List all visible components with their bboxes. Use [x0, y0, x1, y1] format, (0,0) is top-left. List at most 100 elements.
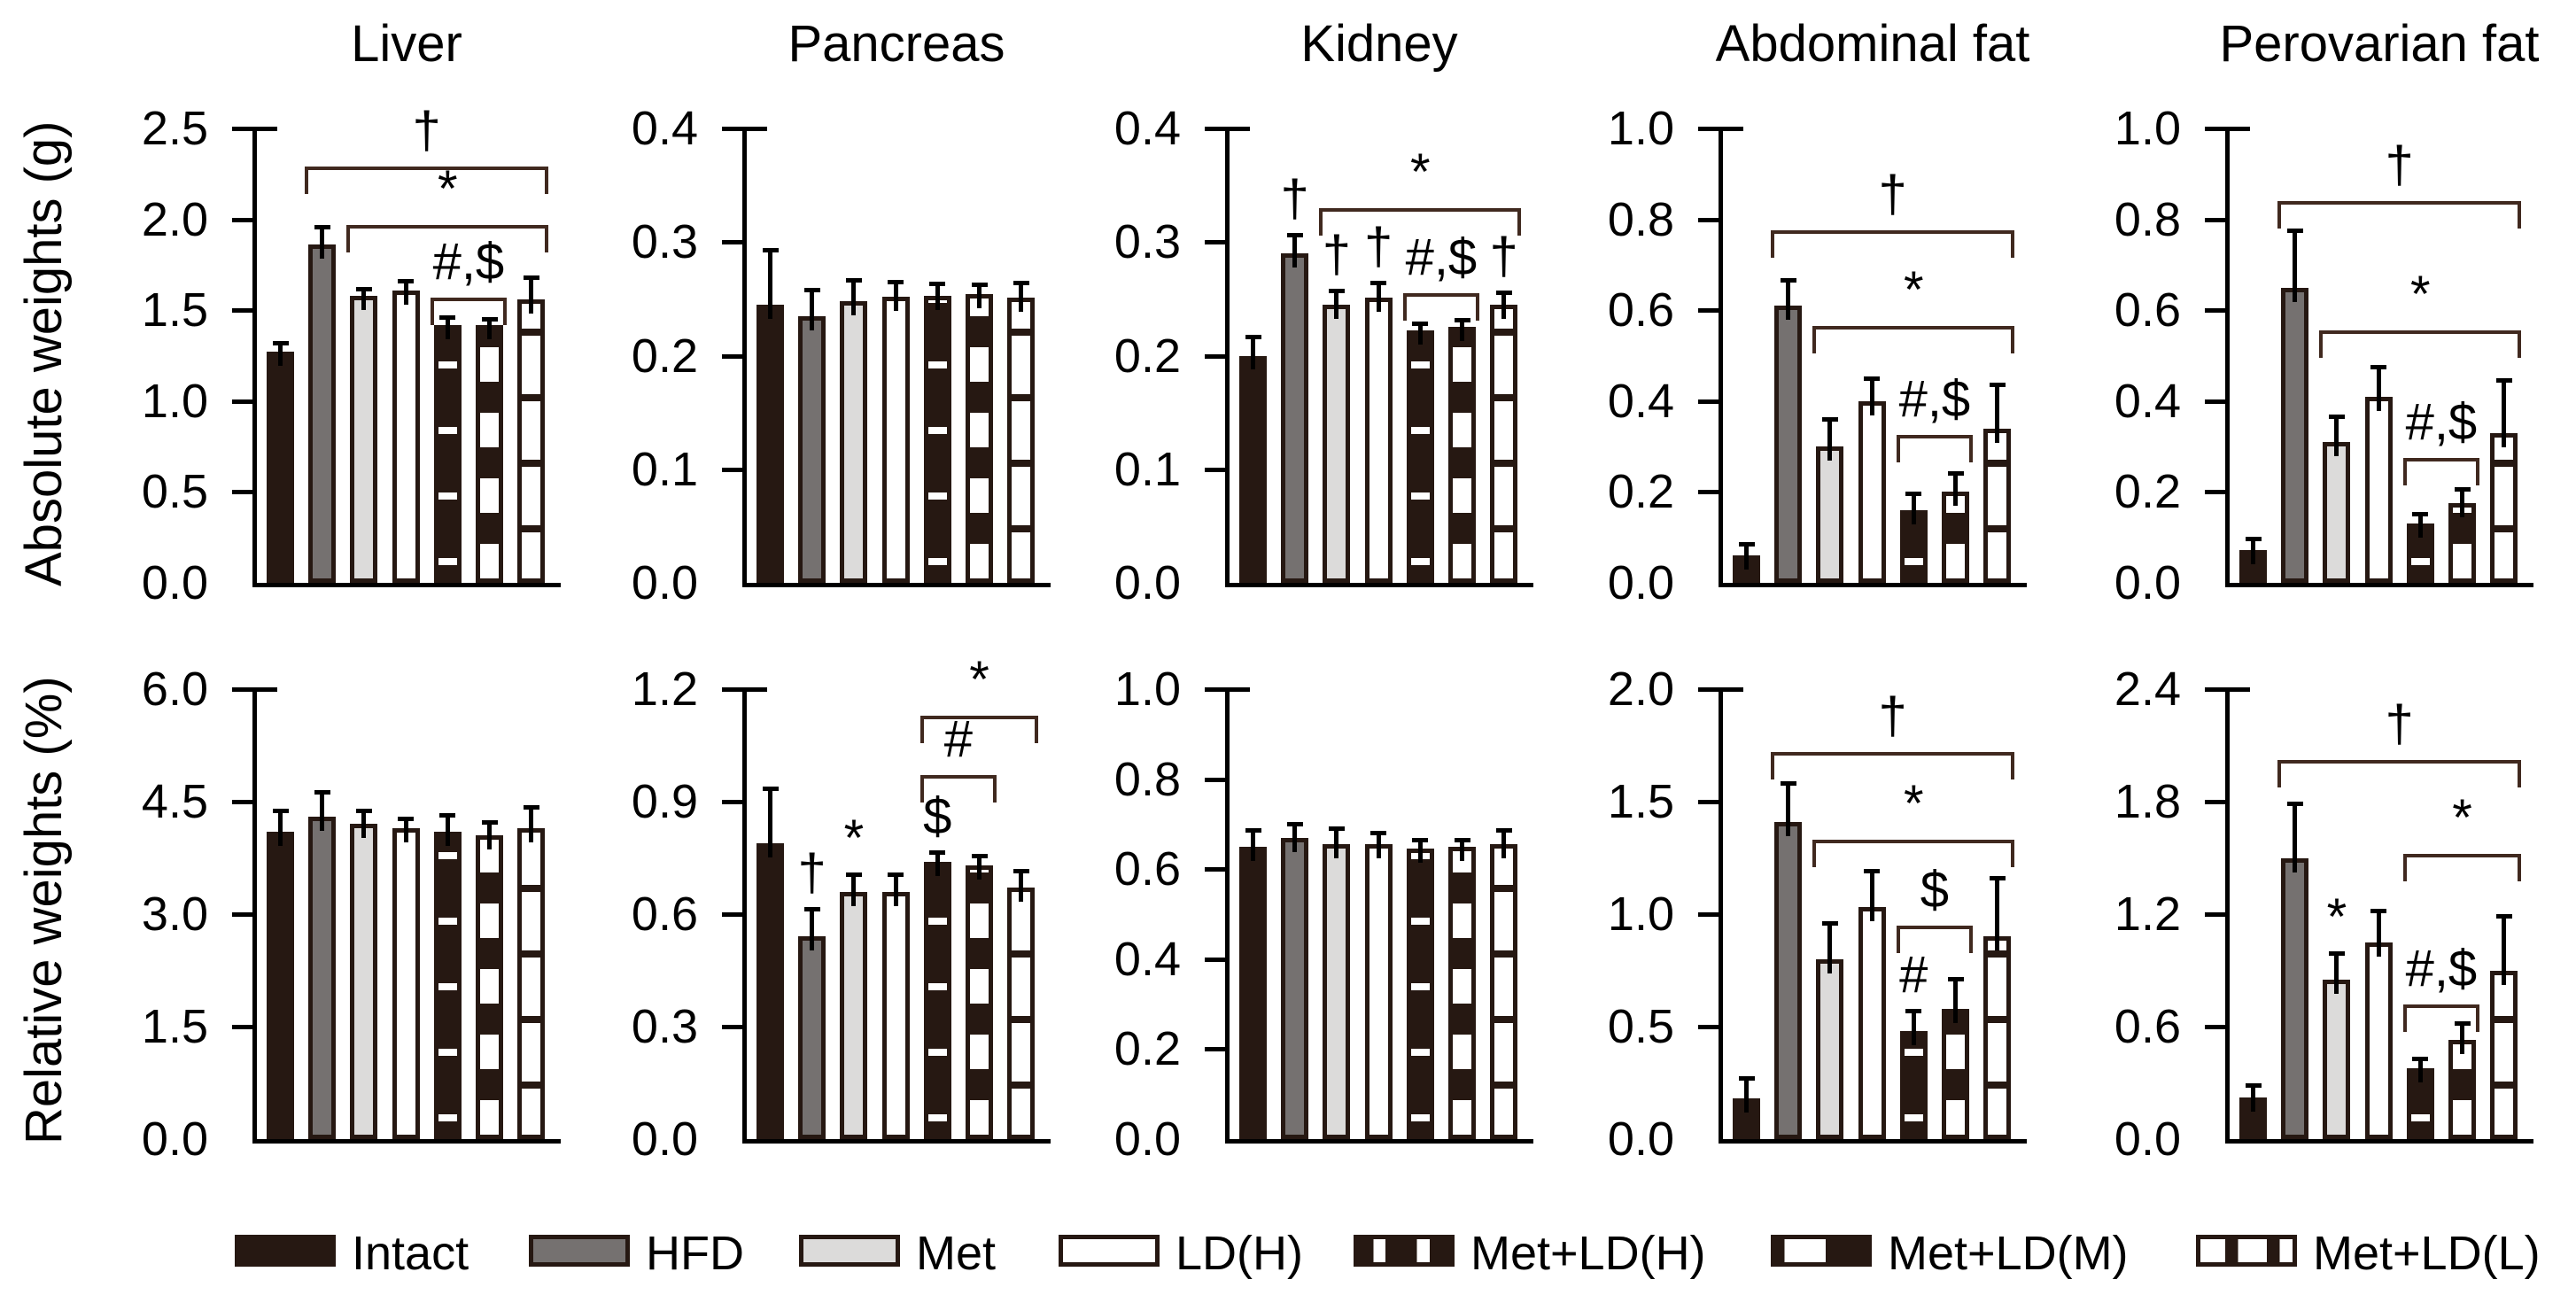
- y-axis-tick: [1698, 687, 1719, 692]
- error-bar-cap: [1412, 322, 1429, 327]
- bar-met-ld-l-: [2490, 432, 2518, 583]
- error-bar-cap: [2495, 378, 2512, 384]
- y-axis-tick: [722, 127, 742, 131]
- bracket-symbol: *: [438, 159, 458, 218]
- error-bar-stem: [2460, 487, 2464, 518]
- bracket-end-left: [919, 775, 924, 803]
- error-bar-stem: [2460, 1020, 2464, 1054]
- bracket-end-left: [1812, 326, 1817, 354]
- bracket-line: [305, 167, 549, 171]
- y-axis-tick-label: 1.5: [141, 1000, 208, 1053]
- y-axis-top-corner: [1225, 127, 1250, 131]
- bar-ld-h-: [1858, 400, 1886, 583]
- error-bar-stem: [1911, 492, 1916, 524]
- y-axis-top-corner: [1719, 687, 1743, 692]
- bar-met-ld-l-: [1007, 888, 1036, 1139]
- bar-met-ld-h-: [923, 295, 951, 583]
- y-axis-tick-label: 2.0: [141, 192, 208, 246]
- y-axis-tick-label: 0.4: [1113, 102, 1181, 155]
- error-bar-stem: [1953, 471, 1958, 507]
- error-bar-cap: [1370, 831, 1387, 836]
- y-axis-tick-label: 0.0: [631, 1113, 698, 1166]
- error-bar-stem: [1019, 869, 1024, 903]
- error-bar-stem: [1501, 828, 1507, 859]
- bracket-end-right: [1517, 207, 1522, 236]
- y-axis-tick-label: 0.2: [1607, 465, 1674, 519]
- error-bar-cap: [1454, 837, 1470, 842]
- y-axis-tick-label: 0.1: [631, 442, 698, 496]
- bracket-symbol: †: [1878, 166, 1907, 224]
- error-bar-cap: [1905, 1008, 1922, 1013]
- error-bar-cap: [2328, 415, 2345, 420]
- y-axis-tick-label: 0.0: [141, 1113, 208, 1166]
- error-bar-cap: [1495, 828, 1512, 834]
- error-bar-stem: [445, 812, 450, 846]
- error-bar-cap: [1013, 869, 1029, 874]
- error-bar-cap: [398, 279, 415, 284]
- bar-met-ld-m-: [966, 865, 993, 1139]
- bar-intact: [757, 304, 784, 583]
- error-bar-stem: [2376, 364, 2381, 411]
- bracket-end-right: [1476, 292, 1479, 321]
- bar-met-ld-m-: [1448, 327, 1476, 583]
- error-bar-stem: [2417, 1056, 2423, 1082]
- y-axis-tick-label: 4.5: [141, 775, 208, 828]
- bracket-line: [2319, 330, 2522, 335]
- y-axis-tick: [1205, 957, 1225, 962]
- bracket-line: [1812, 326, 2015, 330]
- y-axis-tick: [722, 353, 742, 359]
- bracket-line: [2277, 201, 2522, 205]
- error-bar-cap: [2454, 487, 2471, 492]
- error-bar-cap: [1412, 837, 1429, 842]
- y-axis-tick-label: 0.5: [141, 465, 208, 519]
- y-axis-tick-label: 0.9: [631, 775, 698, 828]
- bracket-end-left: [1812, 840, 1817, 868]
- y-axis-tick-label: 2.4: [2114, 663, 2181, 716]
- bracket-end-left: [1896, 435, 1900, 463]
- y-axis-tick-label: 1.2: [2114, 888, 2181, 941]
- bar-met-ld-l-: [2490, 970, 2518, 1139]
- error-bar-cap: [314, 790, 330, 795]
- bracket-end-left: [305, 167, 309, 195]
- error-bar-stem: [893, 279, 898, 311]
- y-axis-tick: [1205, 467, 1225, 472]
- panel-title: Kidney: [1300, 15, 1458, 73]
- bar-met: [840, 300, 868, 583]
- bracket-symbol: *: [2452, 789, 2472, 848]
- bracket-end-right: [2011, 840, 2015, 868]
- y-axis-tick-label: 0.6: [631, 888, 698, 941]
- bracket-line: [1319, 207, 1522, 212]
- bracket-symbol: *: [1410, 143, 1431, 201]
- error-bar-cap: [888, 872, 904, 878]
- bracket-end-right: [2518, 330, 2522, 359]
- error-bar-cap: [2370, 908, 2387, 913]
- y-axis-tick-label: 0.6: [2114, 283, 2181, 337]
- bar-ld-h-: [392, 827, 420, 1139]
- bar-hfd: [2281, 287, 2309, 583]
- y-axis-tick-label: 1.5: [141, 283, 208, 337]
- bracket-end-left: [1771, 230, 1775, 259]
- y-axis-line: [252, 687, 257, 1141]
- y-axis-line: [1225, 687, 1230, 1141]
- y-axis-line: [1719, 127, 1723, 585]
- bracket-line: [1771, 752, 2015, 756]
- bar-met-ld-m-: [966, 294, 993, 583]
- y-axis-tick: [1698, 490, 1719, 495]
- error-bar-cap: [439, 812, 456, 818]
- error-bar-stem: [320, 790, 325, 831]
- x-axis-line: [742, 1139, 1051, 1144]
- bar-hfd: [308, 244, 337, 583]
- error-bar-cap: [1370, 280, 1387, 285]
- error-bar-stem: [487, 820, 492, 850]
- error-bar-cap: [2245, 537, 2262, 542]
- error-bar-stem: [1869, 376, 1874, 415]
- y-axis-tick: [1698, 127, 1719, 131]
- y-axis-tick-label: 1.0: [1607, 888, 1674, 941]
- y-axis-tick-label: 0.1: [1113, 442, 1181, 496]
- x-axis-line: [742, 583, 1051, 587]
- y-axis-tick-label: 0.4: [631, 102, 698, 155]
- y-axis-tick: [1698, 217, 1719, 222]
- y-axis-tick-label: 0.8: [2114, 192, 2181, 246]
- error-bar-cap: [2412, 1056, 2429, 1061]
- legend-swatch-met-ld-m-: [1771, 1235, 1872, 1267]
